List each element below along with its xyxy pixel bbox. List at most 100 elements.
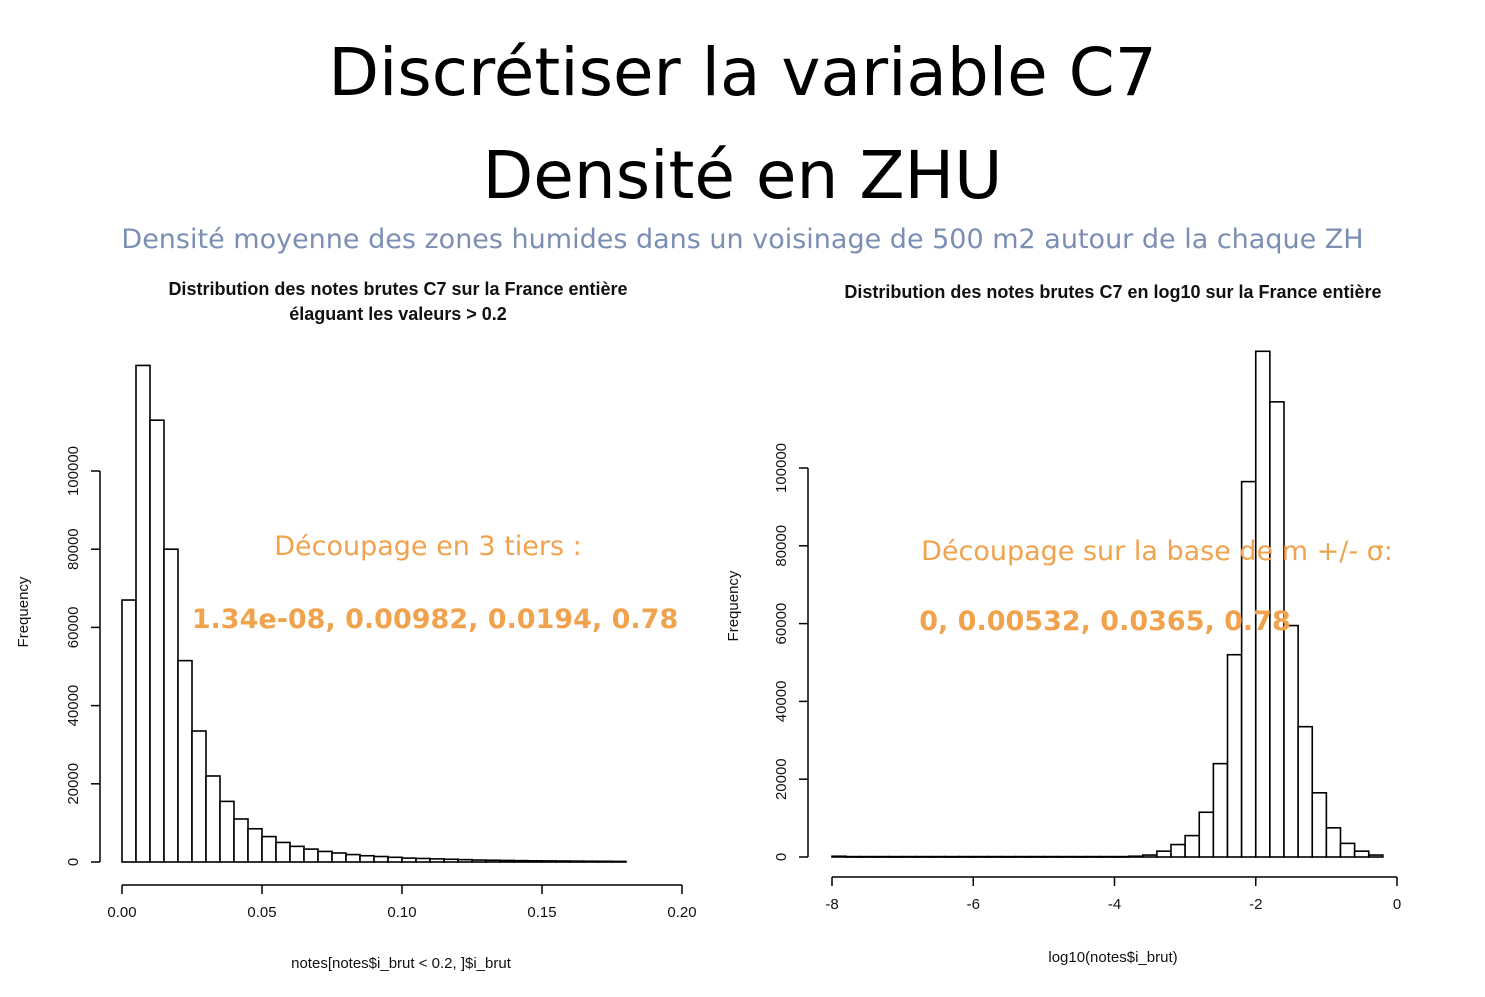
right-x-tick-label: -8 bbox=[825, 896, 838, 913]
left-bar bbox=[457, 858, 473, 863]
left-bar bbox=[303, 848, 319, 863]
right-bar bbox=[831, 855, 847, 858]
left-bar bbox=[247, 827, 263, 863]
left-y-tick-label: 80000 bbox=[65, 528, 82, 570]
left-bar bbox=[527, 860, 543, 863]
right-bar bbox=[1212, 762, 1229, 858]
right-bar bbox=[1028, 855, 1045, 858]
left-y-tick-label: 20000 bbox=[65, 763, 82, 805]
left-bar bbox=[359, 854, 375, 863]
right-bar bbox=[944, 855, 960, 858]
right-bar bbox=[1254, 350, 1271, 858]
slide-subtitle: Densité moyenne des zones humides dans u… bbox=[121, 224, 1364, 255]
right-x-tick-label: -4 bbox=[1108, 896, 1121, 913]
left-x-tick-label: 0.10 bbox=[387, 904, 416, 921]
left-x-tick-label: 0.00 bbox=[107, 904, 136, 921]
right-x-tick-label: -6 bbox=[967, 896, 980, 913]
left-bar bbox=[415, 857, 431, 863]
left-bar bbox=[583, 860, 599, 863]
left-bar bbox=[219, 800, 235, 863]
right-annotation-values: 0, 0.00532, 0.0365, 0.78 bbox=[919, 606, 1291, 637]
right-bar bbox=[1198, 811, 1215, 858]
left-bar bbox=[555, 860, 571, 863]
right-annotation-label: Découpage sur la base de m +/- σ: bbox=[921, 536, 1393, 567]
left-chart-subtitle: élaguant les valeurs > 0.2 bbox=[289, 304, 507, 324]
right-bar bbox=[1071, 855, 1088, 858]
left-bar bbox=[541, 860, 557, 863]
right-bar bbox=[1043, 855, 1059, 858]
left-chart-title: Distribution des notes brutes C7 sur la … bbox=[168, 279, 627, 299]
right-x-axis-label: log10(notes$i_brut) bbox=[1048, 949, 1177, 966]
left-x-tick-label: 0.20 bbox=[667, 904, 696, 921]
right-x-tick-label: -2 bbox=[1249, 896, 1262, 913]
right-bar bbox=[958, 855, 975, 858]
left-y-tick-label: 0 bbox=[65, 858, 82, 866]
left-bar bbox=[513, 859, 529, 863]
left-annotation-label: Découpage en 3 tiers : bbox=[274, 531, 582, 562]
left-bar bbox=[261, 835, 277, 863]
right-bar bbox=[1057, 855, 1073, 858]
right-axes: -8 -6 -4 -2 0 0 20000 40000 60000 80000 100000 bbox=[773, 443, 1401, 913]
right-bar bbox=[1367, 854, 1384, 858]
left-bar bbox=[499, 859, 515, 863]
left-y-tick-label: 100000 bbox=[65, 446, 82, 496]
left-bar bbox=[191, 730, 207, 863]
right-bar bbox=[845, 855, 862, 858]
right-bar bbox=[873, 855, 890, 858]
right-bar bbox=[1156, 850, 1172, 858]
right-bar bbox=[915, 855, 932, 858]
right-bar bbox=[930, 855, 946, 858]
right-bar bbox=[986, 855, 1003, 858]
left-histogram: Distribution des notes brutes C7 sur la … bbox=[15, 279, 697, 972]
right-bars bbox=[831, 350, 1384, 858]
right-chart-title: Distribution des notes brutes C7 en log1… bbox=[844, 282, 1381, 302]
right-bar bbox=[1141, 854, 1158, 858]
right-x-tick-label: 0 bbox=[1393, 896, 1401, 913]
left-bar bbox=[135, 364, 151, 863]
left-bar bbox=[289, 845, 305, 863]
right-bar bbox=[1085, 855, 1102, 858]
left-bar bbox=[429, 858, 445, 863]
left-bar bbox=[233, 818, 249, 863]
right-bar bbox=[1170, 843, 1186, 858]
right-bar bbox=[901, 855, 918, 858]
left-bar bbox=[121, 599, 137, 863]
right-bar bbox=[1283, 624, 1299, 858]
right-bar bbox=[1127, 855, 1144, 858]
right-bar bbox=[1325, 827, 1342, 858]
left-bar bbox=[317, 850, 333, 863]
left-bar bbox=[569, 860, 585, 863]
right-bar bbox=[1099, 855, 1116, 858]
right-bar bbox=[1113, 855, 1130, 858]
right-bar bbox=[972, 855, 989, 858]
right-y-tick-label: 0 bbox=[773, 853, 790, 861]
right-y-tick-label: 60000 bbox=[773, 603, 790, 645]
right-y-tick-label: 100000 bbox=[773, 443, 790, 493]
left-annotation-values: 1.34e-08, 0.00982, 0.0194, 0.78 bbox=[192, 604, 678, 635]
right-histogram: Distribution des notes brutes C7 en log1… bbox=[725, 282, 1401, 966]
right-bar bbox=[1226, 653, 1243, 858]
left-bar bbox=[443, 858, 459, 863]
left-x-tick-label: 0.15 bbox=[527, 904, 556, 921]
right-bar bbox=[1311, 792, 1328, 858]
left-y-tick-label: 40000 bbox=[65, 685, 82, 727]
right-bar bbox=[1353, 850, 1370, 858]
right-bar bbox=[859, 855, 876, 858]
right-bar bbox=[1184, 834, 1201, 858]
left-y-axis-label: Frequency bbox=[15, 576, 32, 647]
right-bar bbox=[1339, 842, 1356, 858]
right-y-tick-label: 40000 bbox=[773, 681, 790, 723]
left-bar bbox=[401, 857, 417, 863]
right-y-tick-label: 80000 bbox=[773, 525, 790, 567]
left-bar bbox=[163, 548, 179, 863]
left-bars bbox=[121, 364, 627, 863]
right-bar bbox=[887, 855, 904, 858]
left-x-tick-label: 0.05 bbox=[247, 904, 276, 921]
slide-title-line2: Densité en ZHU bbox=[482, 137, 1003, 214]
left-x-axis-label: notes[notes$i_brut < 0.2, ]$i_brut bbox=[291, 955, 512, 972]
left-bar bbox=[177, 659, 193, 863]
left-bar bbox=[387, 856, 403, 863]
right-bar bbox=[1000, 855, 1017, 858]
left-bar bbox=[331, 852, 347, 863]
